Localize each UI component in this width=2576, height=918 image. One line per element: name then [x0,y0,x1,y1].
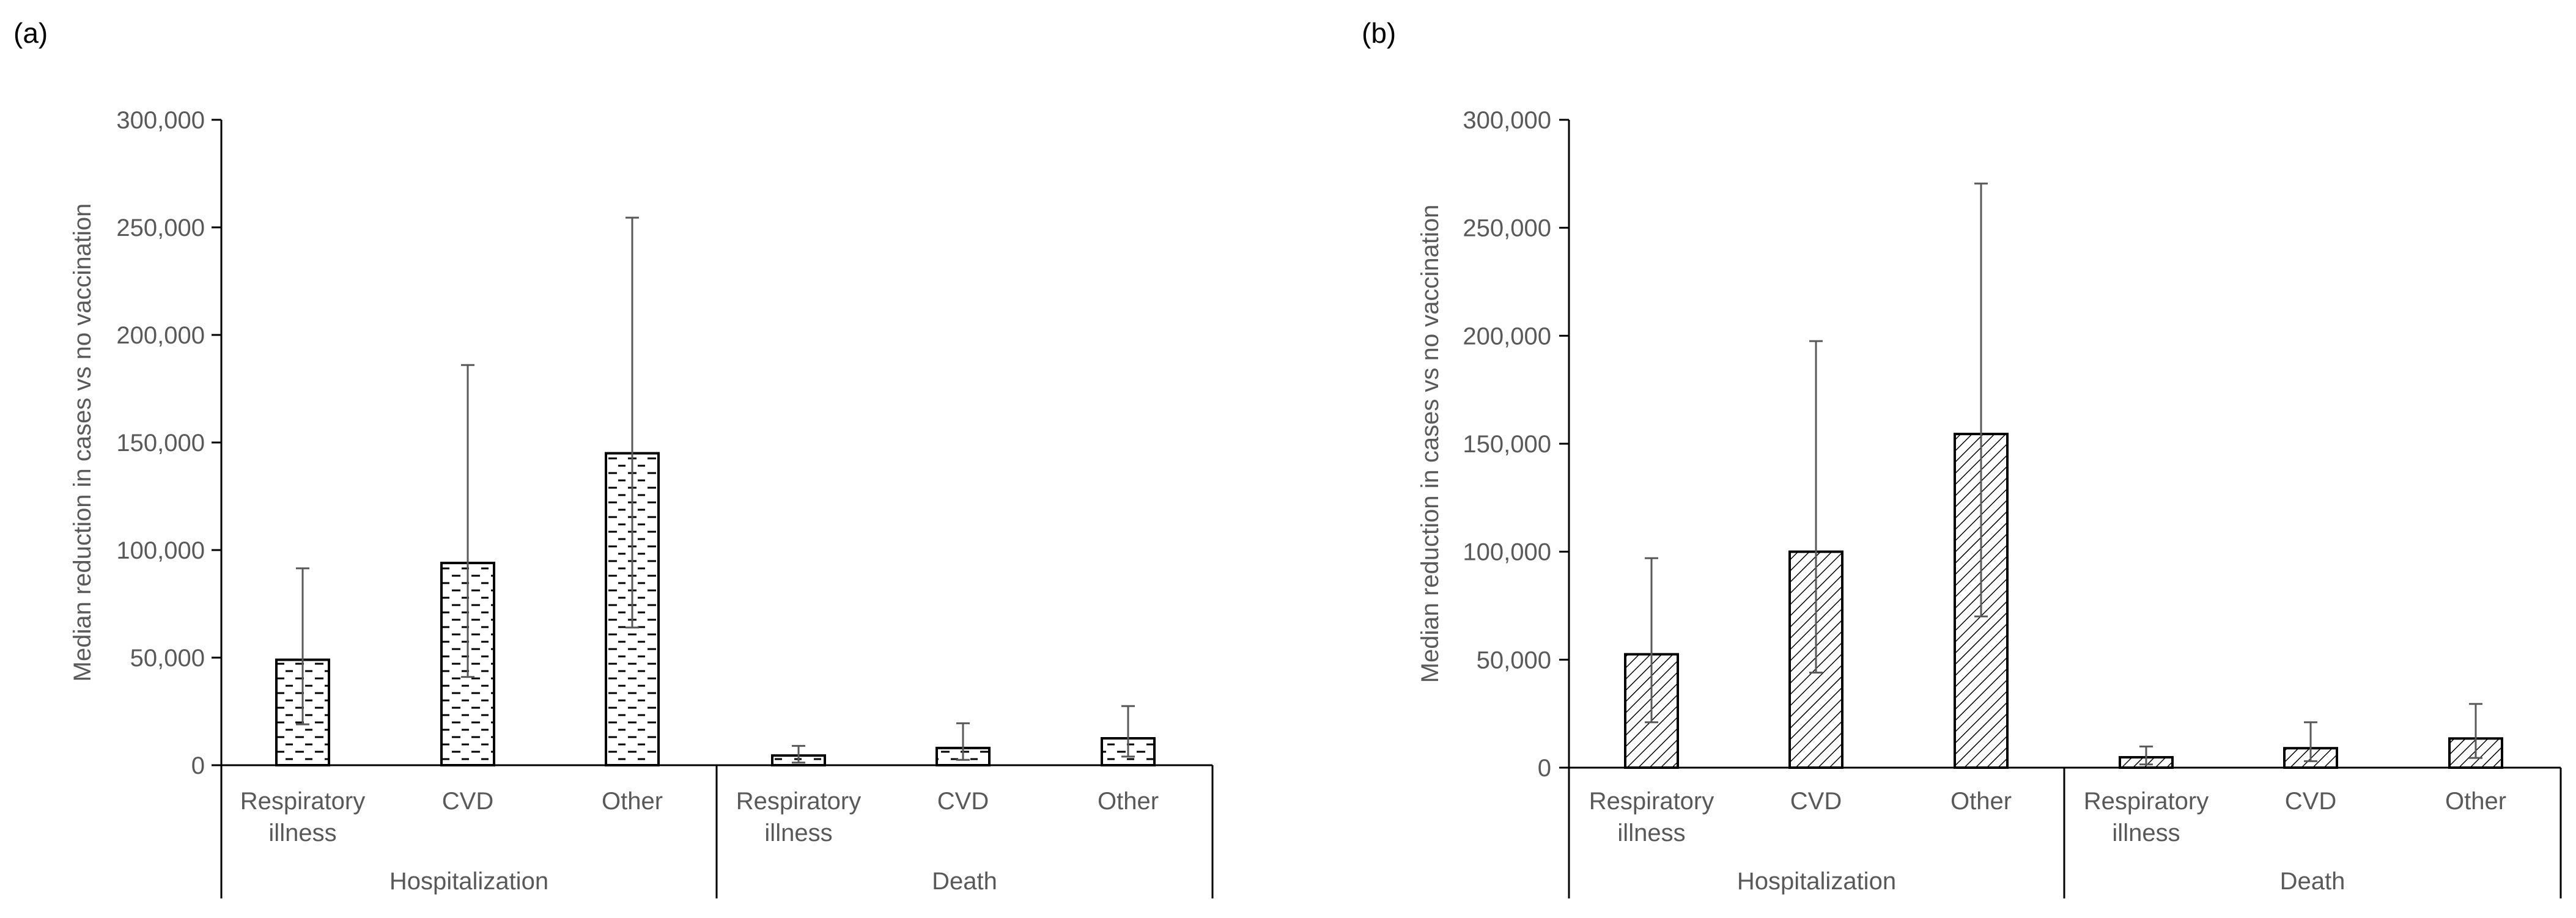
panel-label: (b) [1362,17,1396,49]
group-label: Hospitalization [389,868,548,895]
chart-panel-b: (b) Median reduction in cases vs no vacci… [1362,17,2562,898]
chart-panel-a: (a) Median reduction in cases vs no vacci… [13,17,1214,898]
group-label: Death [2280,868,2345,895]
category-label: Respiratory [736,788,862,815]
category-label: CVD [442,788,493,815]
y-tick-label: 250,000 [1463,215,1551,242]
category-label: Respiratory [1589,788,1714,815]
group-label: Hospitalization [1737,868,1896,895]
panel-label: (a) [13,17,48,49]
y-axis-title: Median reduction in cases vs no vaccinat… [69,204,96,682]
y-tick-label: 200,000 [116,322,205,349]
y-tick-label: 100,000 [116,537,205,564]
category-label: Other [1098,788,1159,815]
category-label: illness [268,820,336,846]
y-tick-label: 150,000 [116,430,205,457]
y-tick-label: 100,000 [1463,539,1551,566]
y-tick-label: 250,000 [116,215,205,241]
y-tick-label: 50,000 [130,645,205,672]
category-label: Other [1950,788,2012,815]
category-label: CVD [937,788,989,815]
category-label: Other [602,788,663,815]
y-tick-label: 50,000 [1477,647,1551,674]
group-label: Death [932,868,997,895]
y-axis-title: Median reduction in cases vs no vaccinat… [1417,205,1444,683]
y-tick-label: 300,000 [116,107,205,134]
category-label: Other [2445,788,2506,815]
category-label: illness [1617,820,1685,846]
category-label: CVD [1790,788,1842,815]
category-label: illness [2112,820,2180,846]
y-tick-label: 300,000 [1463,107,1551,134]
y-tick-label: 0 [1538,755,1551,782]
y-tick-label: 150,000 [1463,431,1551,458]
y-tick-label: 0 [191,752,205,779]
category-label: Respiratory [2084,788,2209,815]
category-label: CVD [2285,788,2336,815]
category-label: illness [764,820,832,846]
category-label: Respiratory [240,788,366,815]
y-tick-label: 200,000 [1463,323,1551,350]
